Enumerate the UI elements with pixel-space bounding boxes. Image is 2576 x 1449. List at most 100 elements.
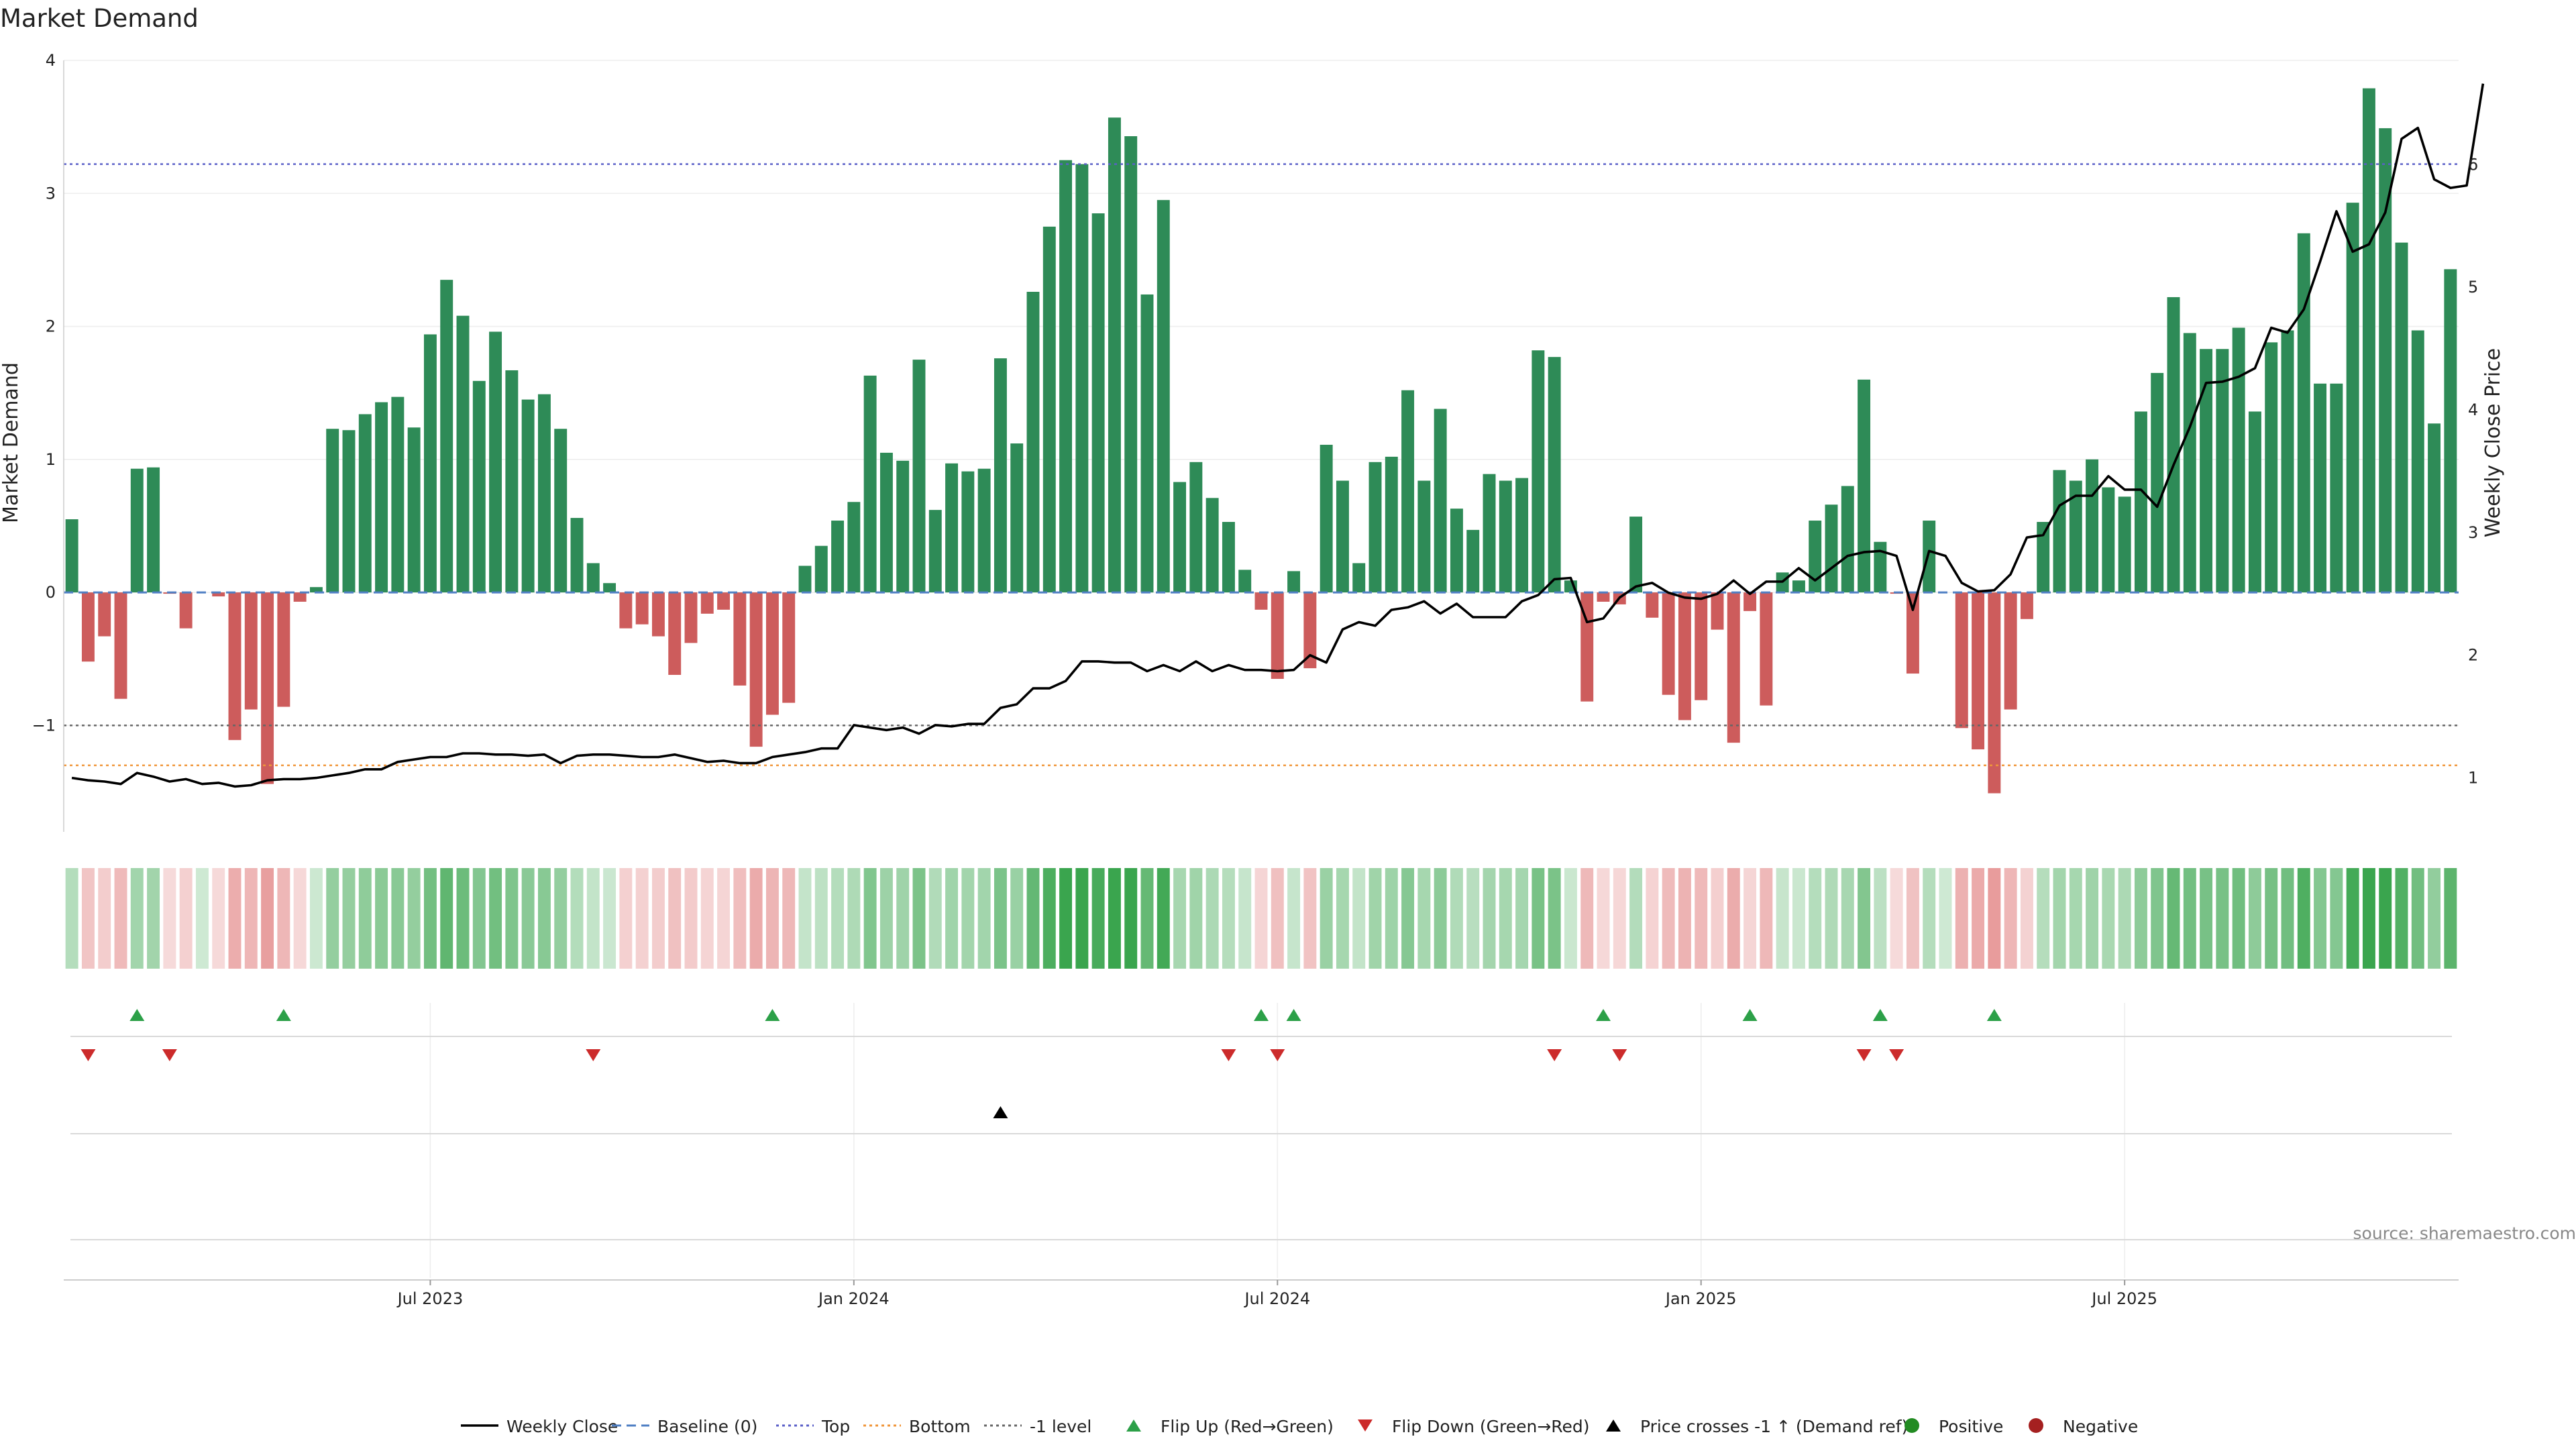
strip-cell — [1515, 868, 1529, 969]
demand-bar-positive — [2053, 470, 2066, 593]
strip-cell — [1157, 868, 1170, 969]
strip-cell — [440, 868, 453, 969]
flip-down-marker — [80, 1049, 96, 1061]
demand-bar-positive — [977, 468, 991, 593]
strip-cell — [228, 868, 241, 969]
demand-bar-positive — [945, 463, 959, 593]
demand-bar-negative — [619, 592, 633, 629]
legend-item-positive: Positive — [1904, 1417, 2003, 1436]
demand-bar-positive — [831, 521, 845, 593]
demand-bar-positive — [798, 566, 812, 593]
demand-bar-positive — [2395, 242, 2408, 593]
demand-bar-positive — [863, 375, 877, 593]
strip-cell — [1271, 868, 1284, 969]
strip-cell — [1743, 868, 1757, 969]
demand-bar-positive — [2102, 487, 2115, 593]
flip-down-marker — [1889, 1049, 1904, 1061]
demand-bar-negative — [1988, 592, 2001, 794]
legend-item-flip_down: Flip Down (Green→Red) — [1358, 1417, 1590, 1436]
demand-bar-positive — [2346, 203, 2359, 593]
strip-cell — [179, 868, 193, 969]
strip-cell — [912, 868, 926, 969]
strip-cell — [651, 868, 665, 969]
demand-bar-negative — [1727, 592, 1740, 743]
demand-bar-positive — [2183, 333, 2196, 593]
demand-bar-positive — [2118, 496, 2131, 593]
demand-bars — [65, 88, 2457, 794]
demand-bar-negative — [1906, 592, 1919, 674]
strip-cell — [2102, 868, 2115, 969]
legend-swatch — [1126, 1419, 1141, 1432]
demand-bar-positive — [1010, 443, 1024, 593]
legend-label: Flip Up (Red→Green) — [1161, 1417, 1334, 1436]
demand-bar-positive — [1466, 529, 1480, 593]
demand-bar-positive — [994, 358, 1007, 593]
strip-cell — [1629, 868, 1643, 969]
strip-cell — [537, 868, 551, 969]
demand-bar-negative — [2004, 592, 2017, 710]
demand-bar-positive — [1238, 570, 1252, 593]
demand-bar-positive — [1825, 504, 1838, 593]
y-tick-label: 0 — [46, 583, 56, 602]
x-tick-label: Jul 2024 — [1243, 1289, 1310, 1308]
strip-cell — [521, 868, 535, 969]
strip-cell — [114, 868, 127, 969]
demand-bar-positive — [2330, 383, 2343, 593]
strip-cell — [1597, 868, 1610, 969]
demand-bar-positive — [2216, 349, 2229, 593]
demand-bar-negative — [244, 592, 258, 710]
demand-bar-negative — [765, 592, 779, 715]
strip-cell — [277, 868, 290, 969]
strip-cell — [1303, 868, 1317, 969]
strip-cell — [2151, 868, 2164, 969]
strip-cell — [733, 868, 747, 969]
strip-cell — [700, 868, 714, 969]
demand-bar-negative — [1678, 592, 1691, 720]
strip-cell — [326, 868, 339, 969]
demand-bar-positive — [847, 502, 861, 593]
strip-cell — [163, 868, 176, 969]
demand-bar-positive — [423, 334, 437, 593]
strip-cell — [2053, 868, 2066, 969]
demand-bar-negative — [1303, 592, 1317, 669]
y-tick-label: 4 — [46, 51, 56, 70]
strip-cell — [1613, 868, 1626, 969]
strip-cell — [635, 868, 649, 969]
strip-cell — [1417, 868, 1431, 969]
strip-cell — [1711, 868, 1724, 969]
strip-cell — [1695, 868, 1708, 969]
strip-cell — [1042, 868, 1056, 969]
y2-axis-label: Weekly Close Price — [2481, 348, 2505, 537]
demand-bar-positive — [814, 545, 828, 593]
demand-bar-positive — [2411, 330, 2424, 593]
demand-bar-positive — [1401, 390, 1415, 593]
strip-cell — [2118, 868, 2131, 969]
strip-cell — [212, 868, 225, 969]
x-tick-label: Jan 2024 — [817, 1289, 890, 1308]
demand-bar-positive — [2248, 411, 2261, 593]
strip-cell — [814, 868, 828, 969]
strip-cell — [293, 868, 307, 969]
strip-cell — [1124, 868, 1138, 969]
demand-bar-positive — [1450, 508, 1463, 593]
demand-bar-positive — [1091, 213, 1105, 593]
strip-cell — [2216, 868, 2229, 969]
demand-bar-positive — [2134, 411, 2147, 593]
strip-cell — [342, 868, 356, 969]
strip-cell — [603, 868, 616, 969]
strip-cell — [1352, 868, 1366, 969]
strip-cell — [1841, 868, 1854, 969]
legend-label: -1 level — [1030, 1417, 1091, 1436]
strip-cell — [1450, 868, 1463, 969]
strip-cell — [1548, 868, 1561, 969]
strip-cell — [2086, 868, 2099, 969]
demand-bar-positive — [472, 380, 486, 593]
strip-cell — [977, 868, 991, 969]
strip-cell — [81, 868, 95, 969]
demand-bar-positive — [961, 471, 975, 593]
x-tick-label: Jul 2023 — [396, 1289, 464, 1308]
demand-bar-negative — [277, 592, 290, 707]
strip-cell — [1923, 868, 1936, 969]
y-axis-label: Market Demand — [0, 362, 23, 523]
strip-cell — [2428, 868, 2441, 969]
